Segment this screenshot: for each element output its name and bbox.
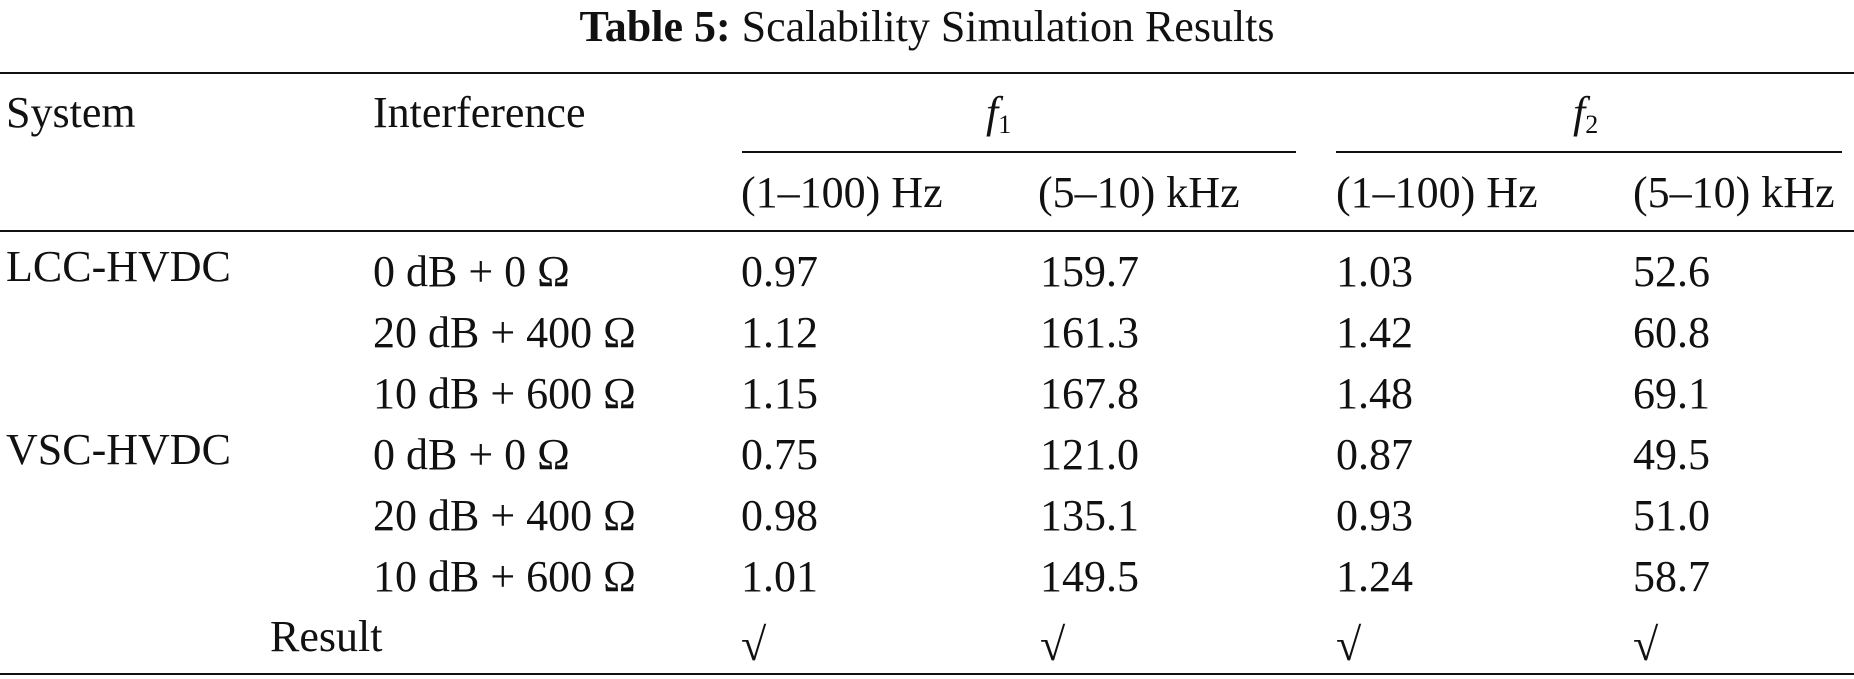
table-cell: 121.0 xyxy=(1040,430,1139,479)
table-cell: 51.0 xyxy=(1633,491,1710,540)
table-cell: 49.5 xyxy=(1633,430,1710,479)
table-cell: 0.87 xyxy=(1336,430,1413,479)
table-row-interference: 20 dB + 400 Ω xyxy=(373,308,636,357)
table-cell: 1.24 xyxy=(1336,552,1413,601)
header-f1: f1 xyxy=(986,88,1011,150)
table-row-interference: 0 dB + 0 Ω xyxy=(373,430,570,479)
subheader-f1-high: (5–10) kHz xyxy=(1038,168,1240,217)
f1-group-rule xyxy=(742,151,1296,153)
table-row-interference: 20 dB + 400 Ω xyxy=(373,491,636,540)
table-cell: 1.03 xyxy=(1336,247,1413,296)
table-cell: 167.8 xyxy=(1040,369,1139,418)
header-rule xyxy=(0,230,1854,232)
table-row-interference: 10 dB + 600 Ω xyxy=(373,369,636,418)
header-f2: f2 xyxy=(1573,88,1598,150)
table-cell: 0.97 xyxy=(741,247,818,296)
f2-group-rule xyxy=(1336,151,1842,153)
table-cell: 1.48 xyxy=(1336,369,1413,418)
f2-symbol: f xyxy=(1573,88,1586,137)
f1-symbol: f xyxy=(986,88,999,137)
table-cell: 0.98 xyxy=(741,491,818,540)
caption-text: Scalability Simulation Results xyxy=(741,2,1275,51)
top-rule xyxy=(0,72,1854,74)
header-system: System xyxy=(6,88,136,137)
caption-label: Table 5: xyxy=(579,2,731,51)
f1-subscript: 1 xyxy=(998,110,1012,139)
table-cell: 161.3 xyxy=(1040,308,1139,357)
table-cell: 1.42 xyxy=(1336,308,1413,357)
header-interference: Interference xyxy=(373,88,586,137)
system-label-vsc: VSC-HVDC xyxy=(6,425,231,474)
table-cell: 135.1 xyxy=(1040,491,1139,540)
f2-subscript: 2 xyxy=(1585,110,1599,139)
subheader-f1-low: (1–100) Hz xyxy=(741,168,943,217)
system-label-lcc: LCC-HVDC xyxy=(6,242,231,291)
table-cell: 1.15 xyxy=(741,369,818,418)
table-row-interference: 0 dB + 0 Ω xyxy=(373,247,570,296)
table-cell: 60.8 xyxy=(1633,308,1710,357)
table-cell: 0.75 xyxy=(741,430,818,479)
result-check-f2-low: √ xyxy=(1336,619,1362,670)
subheader-f2-low: (1–100) Hz xyxy=(1336,168,1538,217)
table-cell: 149.5 xyxy=(1040,552,1139,601)
result-check-f2-high: √ xyxy=(1633,619,1659,670)
table-cell: 1.01 xyxy=(741,552,818,601)
table-cell: 0.93 xyxy=(1336,491,1413,540)
table-cell: 58.7 xyxy=(1633,552,1710,601)
table-cell: 52.6 xyxy=(1633,247,1710,296)
table-caption: Table 5: Scalability Simulation Results xyxy=(0,2,1854,52)
bottom-rule xyxy=(0,673,1854,675)
result-check-f1-low: √ xyxy=(741,619,767,670)
table-cell: 159.7 xyxy=(1040,247,1139,296)
table-cell: 1.12 xyxy=(741,308,818,357)
result-label: Result xyxy=(270,612,383,661)
subheader-f2-high: (5–10) kHz xyxy=(1633,168,1835,217)
result-check-f1-high: √ xyxy=(1040,619,1066,670)
table-row-interference: 10 dB + 600 Ω xyxy=(373,552,636,601)
table-cell: 69.1 xyxy=(1633,369,1710,418)
